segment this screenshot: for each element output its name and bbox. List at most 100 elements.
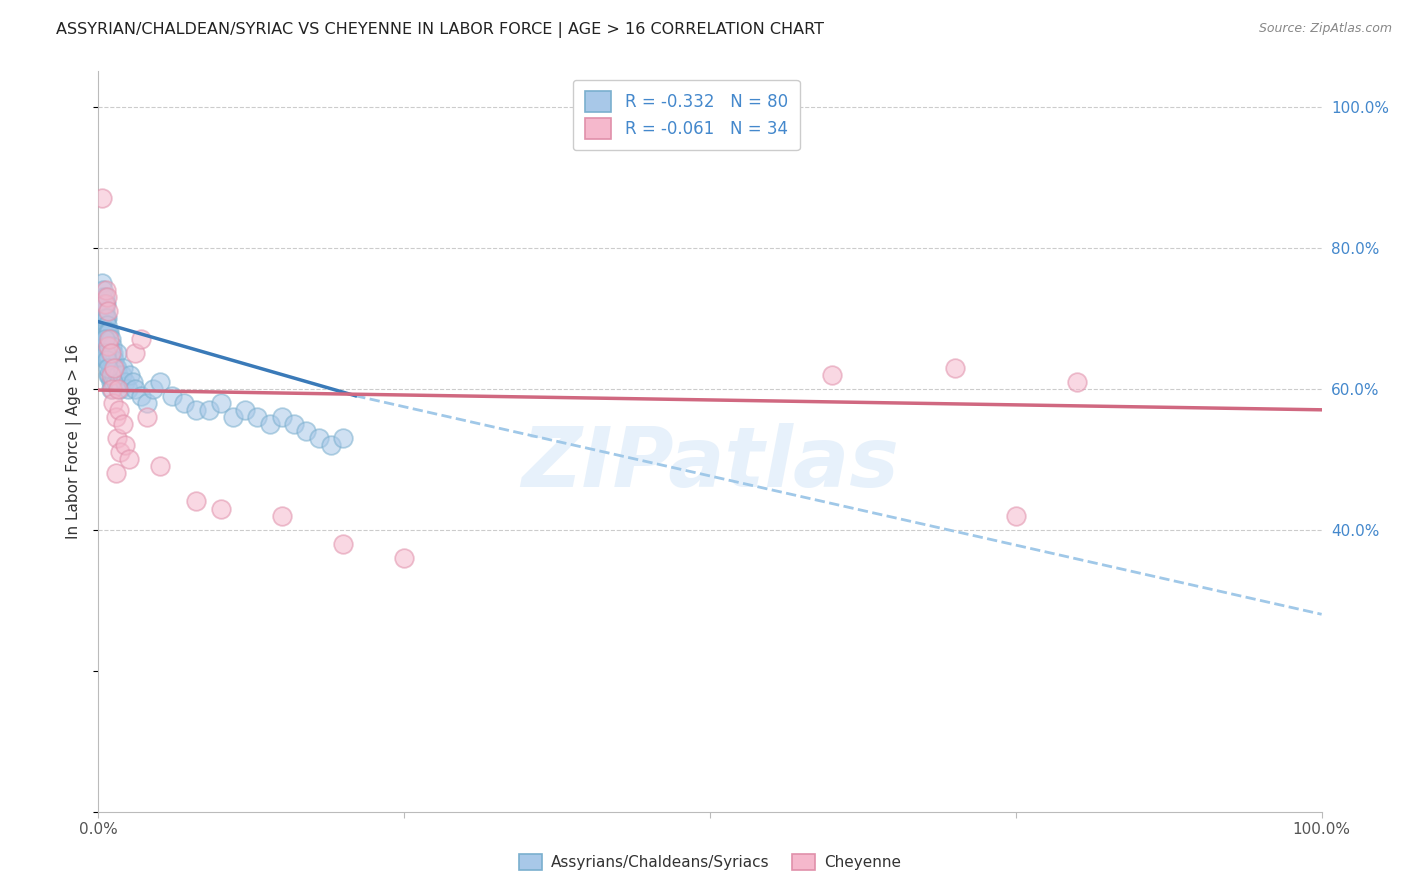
Point <box>1066 375 1088 389</box>
Point <box>270 409 294 424</box>
Point <box>104 409 127 424</box>
Point <box>93 311 115 326</box>
Text: ASSYRIAN/CHALDEAN/SYRIAC VS CHEYENNE IN LABOR FORCE | AGE > 16 CORRELATION CHART: ASSYRIAN/CHALDEAN/SYRIAC VS CHEYENNE IN … <box>56 22 824 38</box>
Y-axis label: In Labor Force | Age > 16: In Labor Force | Age > 16 <box>66 344 83 539</box>
Point <box>142 382 165 396</box>
Point <box>93 325 115 339</box>
Point <box>149 375 172 389</box>
Text: ZIPatlas: ZIPatlas <box>522 423 898 504</box>
Point <box>97 368 120 382</box>
Point <box>100 375 122 389</box>
Point <box>96 311 118 326</box>
Point <box>91 290 114 304</box>
Point <box>105 346 128 360</box>
Point <box>96 318 118 333</box>
Point <box>98 339 121 353</box>
Point <box>104 360 127 375</box>
Point <box>149 459 172 474</box>
Point <box>246 409 269 424</box>
Point <box>197 402 219 417</box>
Point <box>101 339 124 353</box>
Point <box>96 353 118 368</box>
Point <box>91 325 114 339</box>
Point <box>186 494 208 508</box>
Point <box>173 396 195 410</box>
Point <box>93 339 115 353</box>
Point <box>114 375 136 389</box>
Point <box>1004 508 1026 523</box>
Point <box>91 311 114 326</box>
Point <box>111 368 134 382</box>
Point <box>100 332 122 346</box>
Point <box>94 353 117 368</box>
Point <box>101 382 124 396</box>
Point <box>332 431 354 445</box>
Point <box>209 396 232 410</box>
Point <box>283 417 305 431</box>
Point <box>120 368 142 382</box>
Point <box>100 346 122 360</box>
Point <box>101 360 124 375</box>
Point <box>97 360 120 375</box>
Point <box>392 550 416 565</box>
Point <box>108 402 131 417</box>
Point <box>111 417 134 431</box>
Point <box>97 339 120 353</box>
Point <box>129 332 152 346</box>
Point <box>259 417 281 431</box>
Text: Source: ZipAtlas.com: Source: ZipAtlas.com <box>1258 22 1392 36</box>
Point <box>94 311 117 326</box>
Point <box>96 290 118 304</box>
Point <box>104 375 127 389</box>
Point <box>98 353 121 368</box>
Point <box>108 375 131 389</box>
Point <box>319 438 342 452</box>
Point <box>186 402 208 417</box>
Point <box>136 396 159 410</box>
Point <box>117 382 139 396</box>
Point <box>160 389 183 403</box>
Point <box>103 353 125 368</box>
Point <box>121 375 143 389</box>
Point <box>94 346 117 360</box>
Point <box>308 431 330 445</box>
Point <box>943 360 966 375</box>
Point <box>821 368 844 382</box>
Point <box>91 276 114 290</box>
Point <box>332 537 354 551</box>
Point <box>93 304 115 318</box>
Point <box>209 501 232 516</box>
Point <box>114 438 136 452</box>
Point <box>100 360 122 375</box>
Point <box>270 508 294 523</box>
Point <box>93 297 115 311</box>
Point <box>136 409 159 424</box>
Point <box>91 283 114 297</box>
Point <box>101 375 124 389</box>
Point <box>100 346 122 360</box>
Point <box>97 353 120 368</box>
Point <box>101 368 124 382</box>
Point <box>93 297 115 311</box>
Point <box>96 339 118 353</box>
Point <box>94 325 117 339</box>
Point <box>124 382 146 396</box>
Point <box>104 467 127 481</box>
Point <box>100 382 122 396</box>
Point <box>111 360 134 375</box>
Point <box>98 368 121 382</box>
Point <box>118 452 141 467</box>
Point <box>107 382 129 396</box>
Point <box>222 409 245 424</box>
Point <box>233 402 256 417</box>
Point <box>101 346 124 360</box>
Point <box>295 424 318 438</box>
Point <box>96 353 118 368</box>
Point <box>94 339 117 353</box>
Point <box>96 325 118 339</box>
Point <box>101 353 124 368</box>
Point <box>105 431 128 445</box>
Point <box>97 325 120 339</box>
Point <box>107 368 129 382</box>
Point <box>103 360 125 375</box>
